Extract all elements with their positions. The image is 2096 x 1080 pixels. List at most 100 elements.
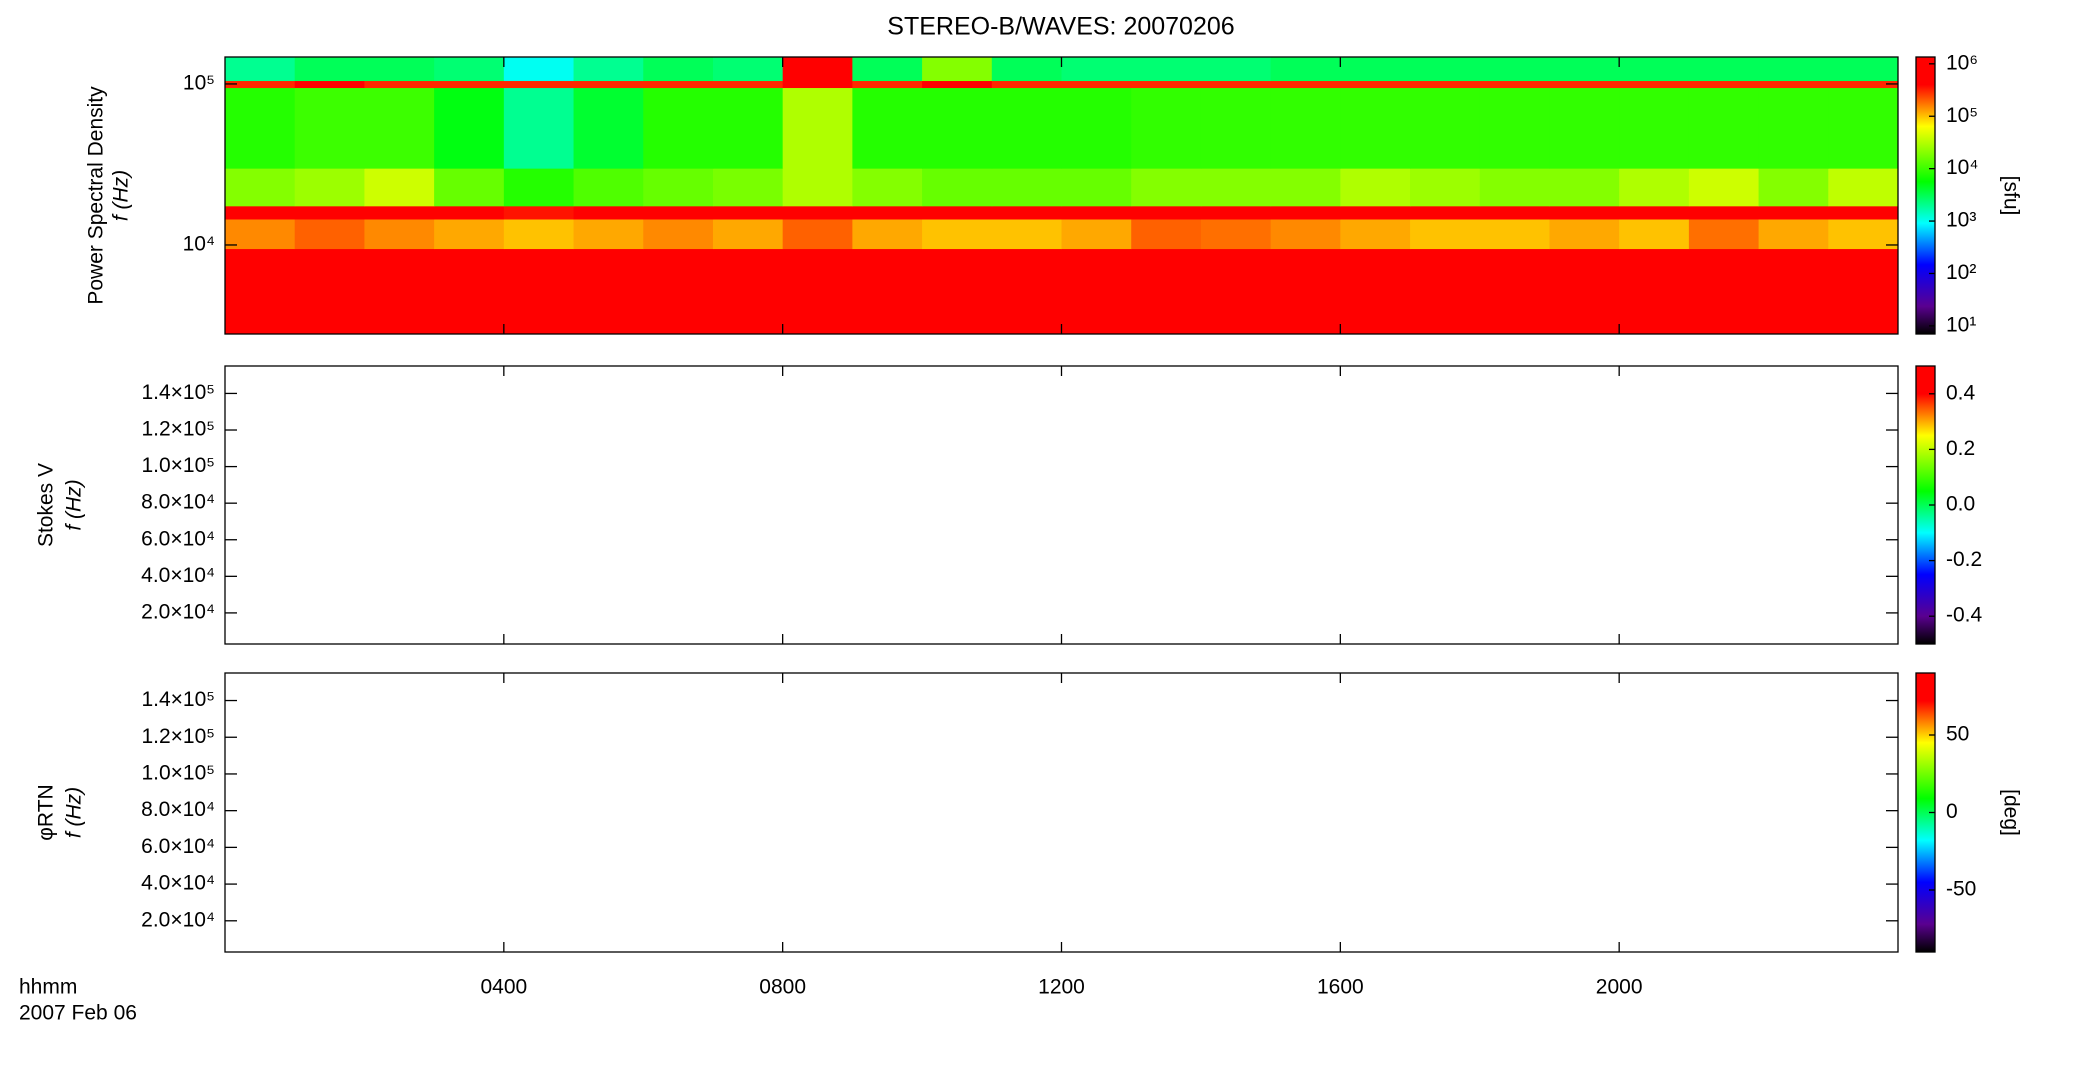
heatmap-cell	[1479, 80, 1550, 89]
heatmap-cell	[1619, 218, 1690, 250]
heatmap-cell	[782, 205, 853, 220]
heatmap-cell	[1270, 168, 1341, 207]
heatmap-cell	[503, 205, 575, 220]
heatmap-cell	[1340, 168, 1411, 207]
heatmap-cell	[1410, 205, 1481, 220]
heatmap-cell	[922, 218, 993, 250]
heatmap-cell	[1340, 205, 1411, 220]
heatmap-cell	[364, 57, 435, 82]
heatmap-cell	[1549, 57, 1620, 82]
heatmap-cell	[991, 218, 1062, 250]
heatmap-cell	[643, 248, 714, 334]
heatmap-cell	[1340, 218, 1411, 250]
heatmap-cell	[1061, 218, 1132, 250]
heatmap-cell	[1828, 168, 1898, 207]
colorbar-tick-label: -0.2	[1946, 548, 1982, 571]
heatmap-cell	[573, 80, 644, 89]
colorbar-tick-label: 10⁴	[1946, 156, 1978, 179]
heatmap-cell	[1828, 205, 1898, 220]
heatmap-cell	[1758, 218, 1829, 250]
y-tick-label: 1.4×10⁵	[141, 688, 215, 711]
heatmap-cell	[1549, 168, 1620, 207]
heatmap-cell	[852, 87, 923, 169]
colorbar-tick-label: 0.4	[1946, 381, 1976, 404]
heatmap-cell	[1340, 248, 1411, 334]
heatmap-cell	[434, 168, 505, 207]
chart-title: STEREO-B/WAVES: 20070206	[887, 13, 1234, 41]
y-tick-label: 4.0×10⁴	[141, 564, 215, 587]
heatmap-cell	[294, 80, 365, 89]
x-axis-date: 2007 Feb 06	[19, 1002, 137, 1025]
heatmap-cell	[364, 205, 435, 220]
heatmap-cell	[643, 87, 714, 169]
colorbar-label: [deg]	[1999, 789, 2022, 836]
heatmap-cell	[782, 248, 853, 334]
heatmap-cell	[643, 218, 714, 250]
heatmap-cell	[1131, 80, 1202, 89]
heatmap-cell	[1619, 87, 1690, 169]
heatmap-cell	[1200, 80, 1272, 89]
y-axis-label: f (Hz)	[63, 479, 86, 530]
heatmap-cell	[991, 168, 1062, 207]
heatmap-cell	[1200, 205, 1272, 220]
heatmap-cell	[1270, 218, 1341, 250]
heatmap-cell	[1688, 87, 1760, 169]
heatmap-cell	[1270, 205, 1341, 220]
heatmap-cell	[922, 80, 993, 89]
heatmap-cell	[1688, 205, 1760, 220]
colorbar-label: [sfu]	[1999, 176, 2022, 216]
heatmap-cell	[1828, 80, 1898, 89]
heatmap-cell	[1410, 80, 1481, 89]
heatmap-cell	[434, 80, 505, 89]
heatmap-cell	[852, 248, 923, 334]
heatmap-cell	[1131, 218, 1202, 250]
heatmap-cell	[434, 205, 505, 220]
colorbar-tick-label: 10⁵	[1946, 104, 1978, 127]
heatmap-cell	[991, 248, 1062, 334]
colorbar-tick-label: 10³	[1946, 209, 1976, 232]
heatmap-cell	[1340, 87, 1411, 169]
y-axis-label: Power Spectral Density	[85, 86, 108, 305]
heatmap-cell	[1131, 57, 1202, 82]
heatmap-cell	[225, 218, 296, 250]
x-tick-label: 1600	[1317, 976, 1364, 999]
plot-frame	[224, 672, 1899, 953]
heatmap-cell	[712, 80, 784, 89]
heatmap-cell	[1549, 218, 1620, 250]
heatmap-cell	[294, 57, 365, 82]
heatmap-cell	[294, 87, 365, 169]
heatmap-cell	[643, 57, 714, 82]
heatmap-cell	[1340, 80, 1411, 89]
heatmap-cell	[782, 57, 853, 82]
heatmap-cell	[1619, 248, 1690, 334]
heatmap-cell	[1270, 248, 1341, 334]
heatmap-cell	[1688, 168, 1760, 207]
y-tick-label: 1.2×10⁵	[141, 418, 215, 441]
heatmap-cell	[573, 168, 644, 207]
heatmap-cell	[573, 218, 644, 250]
heatmap-cell	[573, 205, 644, 220]
heatmap-cell	[1061, 87, 1132, 169]
heatmap-cell	[991, 80, 1062, 89]
heatmap-cell	[225, 87, 296, 169]
heatmap-cell	[1479, 168, 1550, 207]
heatmap-cell	[1410, 248, 1481, 334]
y-tick-label: 6.0×10⁴	[141, 835, 215, 858]
heatmap-cell	[364, 87, 435, 169]
y-tick-label: 10⁵	[183, 71, 215, 94]
y-tick-label: 10⁴	[183, 233, 215, 256]
heatmap-cell	[1758, 168, 1829, 207]
heatmap-cell	[294, 218, 365, 250]
heatmap-cell	[503, 168, 575, 207]
heatmap-cell	[922, 205, 993, 220]
heatmap-cell	[852, 205, 923, 220]
colorbar	[1915, 56, 1936, 335]
heatmap-cell	[503, 218, 575, 250]
heatmap-cell	[782, 87, 853, 169]
heatmap-cell	[991, 87, 1062, 169]
x-tick-label: 2000	[1596, 976, 1643, 999]
y-tick-label: 1.0×10⁵	[141, 762, 215, 785]
heatmap-cell	[1340, 57, 1411, 82]
y-tick-label: 8.0×10⁴	[141, 491, 215, 514]
heatmap-cell	[503, 87, 575, 169]
